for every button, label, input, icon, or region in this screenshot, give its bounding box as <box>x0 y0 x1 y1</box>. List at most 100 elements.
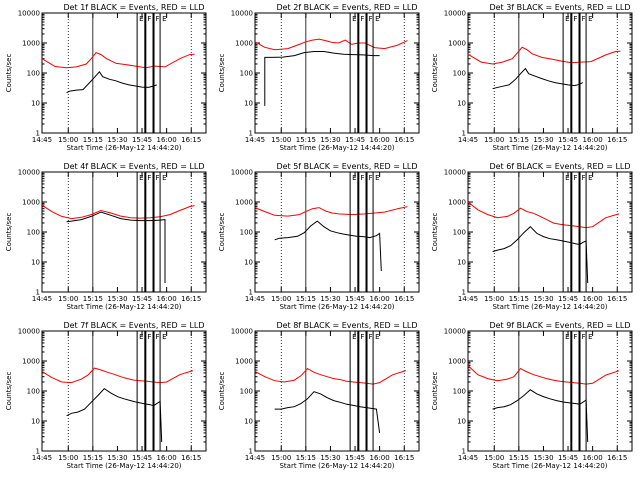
x-tick-label: 15:30 <box>107 136 127 144</box>
x-tick-label: 14:45 <box>458 454 478 462</box>
x-tick-label: 16:00 <box>157 454 177 462</box>
y-tick-label: 1 <box>249 130 253 138</box>
x-tick-label: 15:30 <box>533 136 553 144</box>
event-marker-label: F <box>573 333 577 341</box>
y-tick-label: 100 <box>240 388 253 396</box>
x-tick-label: 16:00 <box>583 295 603 303</box>
y-tick-label: 10 <box>457 100 466 108</box>
y-tick-label: 1000 <box>448 358 466 366</box>
plot-frame <box>254 12 420 134</box>
x-tick-label: 15:15 <box>509 295 529 303</box>
chart-panel-7: Det 7f BLACK = Events, RED = LLD 1 10 100 10… <box>5 321 207 470</box>
event-marker-label: F <box>369 15 373 23</box>
lld-series-line <box>41 51 195 69</box>
x-tick-label: 15:30 <box>533 295 553 303</box>
event-marker-label: E <box>352 174 356 182</box>
y-tick-label: 10 <box>31 100 40 108</box>
x-tick-label: 14:45 <box>32 295 52 303</box>
x-axis-label: Start Time (26-May-12 14:44:20) <box>492 303 607 311</box>
y-tick-label: 100 <box>27 388 40 396</box>
event-marker-label: E <box>352 15 356 23</box>
chart-title: Det 1f BLACK = Events, RED = LLD <box>63 3 204 12</box>
events-series-line <box>264 51 380 106</box>
event-marker-label: E <box>565 174 569 182</box>
y-tick-label: 1 <box>462 448 466 456</box>
y-axis-label: Counts/sec <box>431 372 439 411</box>
event-marker-label: F <box>573 15 577 23</box>
y-axis-label: Counts/sec <box>431 213 439 252</box>
x-tick-label: 15:30 <box>533 454 553 462</box>
x-tick-label: 15:15 <box>296 454 316 462</box>
y-tick-label: 10000 <box>444 328 466 336</box>
x-tick-label: 16:00 <box>583 454 603 462</box>
x-tick-label: 15:45 <box>345 295 365 303</box>
lld-series-line <box>41 204 195 220</box>
y-tick-label: 1 <box>36 130 40 138</box>
y-axis-label: Counts/sec <box>218 213 226 252</box>
event-marker-label: F <box>147 15 151 23</box>
x-tick-label: 16:15 <box>607 295 627 303</box>
x-tick-label: 15:00 <box>58 454 78 462</box>
event-marker-label: E <box>375 174 379 182</box>
x-tick-label: 15:30 <box>107 454 127 462</box>
y-tick-label: 1 <box>36 289 40 297</box>
x-tick-label: 15:00 <box>271 136 291 144</box>
event-marker-label: E <box>588 174 592 182</box>
plot-frame <box>254 171 420 293</box>
x-tick-label: 16:00 <box>583 136 603 144</box>
y-axis-label: Counts/sec <box>5 372 13 411</box>
x-tick-label: 15:15 <box>509 136 529 144</box>
x-tick-label: 15:00 <box>58 295 78 303</box>
y-axis-label: Counts/sec <box>5 213 13 252</box>
x-tick-label: 16:00 <box>157 295 177 303</box>
x-tick-label: 15:15 <box>509 454 529 462</box>
y-tick-label: 10 <box>244 100 253 108</box>
x-tick-label: 15:45 <box>558 454 578 462</box>
y-tick-label: 10 <box>457 259 466 267</box>
event-marker-label: F <box>582 174 586 182</box>
y-axis-label: Counts/sec <box>431 54 439 93</box>
plot-frame <box>41 12 207 134</box>
events-series-line <box>66 387 163 443</box>
y-tick-label: 1000 <box>235 199 253 207</box>
lld-series-line <box>467 201 620 229</box>
chart-title: Det 4f BLACK = Events, RED = LLD <box>63 162 204 171</box>
x-tick-label: 15:30 <box>107 295 127 303</box>
x-tick-label: 15:30 <box>320 454 340 462</box>
x-tick-label: 15:15 <box>83 295 103 303</box>
chart-title: Det 9f BLACK = Events, RED = LLD <box>489 321 630 330</box>
x-tick-label: 16:00 <box>370 454 390 462</box>
x-tick-label: 15:15 <box>296 295 316 303</box>
x-tick-label: 14:45 <box>32 454 52 462</box>
x-tick-label: 16:15 <box>181 136 201 144</box>
y-tick-label: 1 <box>36 448 40 456</box>
event-marker-label: F <box>156 333 160 341</box>
events-series-line <box>66 211 166 283</box>
x-tick-label: 15:30 <box>320 295 340 303</box>
lld-series-line <box>467 365 620 385</box>
x-tick-label: 15:15 <box>296 136 316 144</box>
chart-title: Det 2f BLACK = Events, RED = LLD <box>276 3 417 12</box>
y-tick-label: 100 <box>27 70 40 78</box>
x-tick-label: 16:15 <box>394 454 414 462</box>
lld-series-line <box>467 46 621 65</box>
x-tick-label: 14:45 <box>245 454 265 462</box>
event-marker-label: E <box>565 15 569 23</box>
y-tick-label: 100 <box>453 229 466 237</box>
x-tick-label: 15:00 <box>484 136 504 144</box>
chart-title: Det 7f BLACK = Events, RED = LLD <box>63 321 204 330</box>
x-tick-label: 15:00 <box>484 454 504 462</box>
y-tick-label: 100 <box>240 229 253 237</box>
x-tick-label: 16:15 <box>607 136 627 144</box>
chart-panel-1: Det 1f BLACK = Events, RED = LLD 1 10 100 10… <box>5 3 207 152</box>
event-marker-label: E <box>139 333 143 341</box>
event-marker-label: F <box>369 333 373 341</box>
chart-panel-9: Det 9f BLACK = Events, RED = LLD 1 10 100 10… <box>431 321 633 470</box>
x-tick-label: 16:15 <box>181 454 201 462</box>
y-tick-label: 1000 <box>22 40 40 48</box>
y-tick-label: 10 <box>244 259 253 267</box>
y-tick-label: 10 <box>31 418 40 426</box>
x-axis-label: Start Time (26-May-12 14:44:20) <box>492 462 607 470</box>
x-tick-label: 15:45 <box>132 295 152 303</box>
y-tick-label: 10 <box>31 259 40 267</box>
